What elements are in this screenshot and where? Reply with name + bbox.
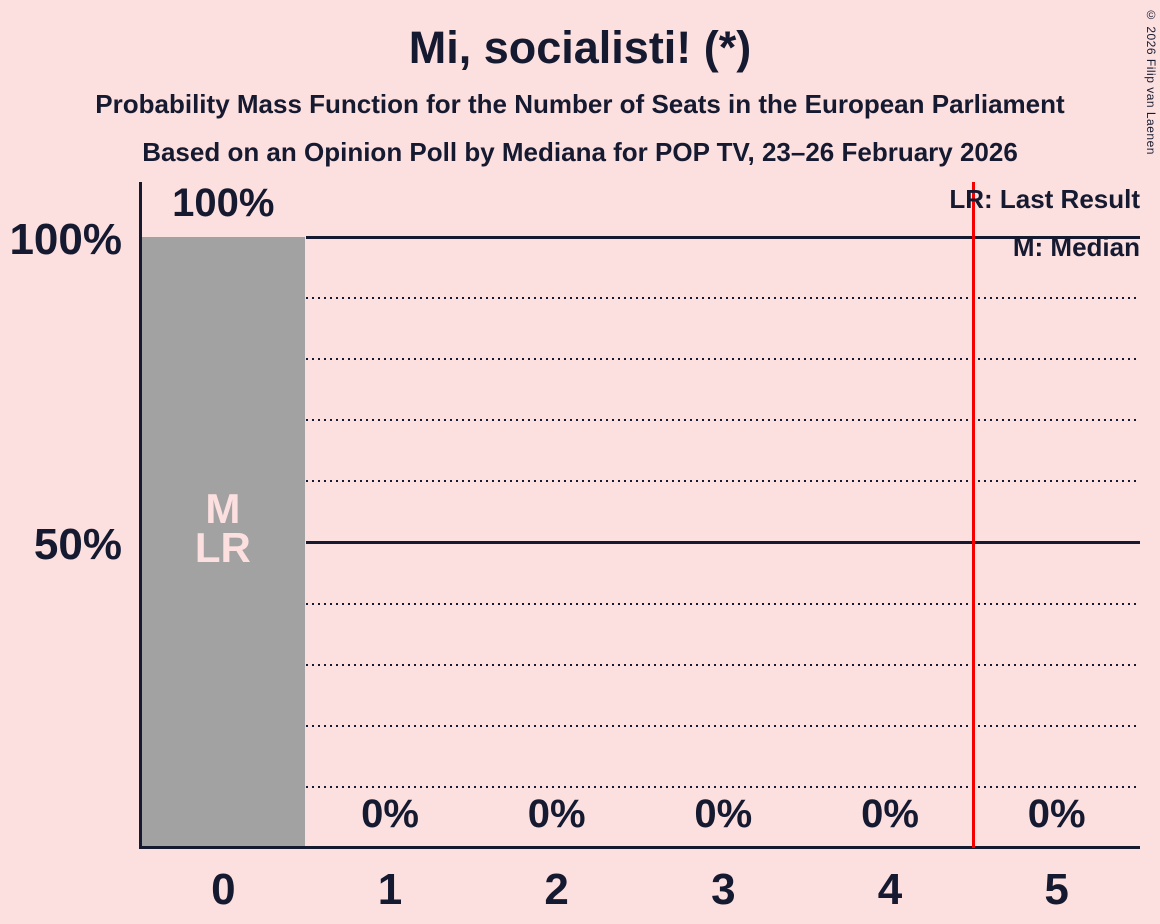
bar-value-label-0: 100% [172, 181, 275, 225]
gridline-dotted-30 [306, 664, 1140, 666]
gridline-solid-100 [306, 236, 1140, 239]
chart-subtitle: Probability Mass Function for the Number… [95, 89, 1065, 119]
gridline-dotted-10 [306, 786, 1140, 788]
last-result-threshold-line [971, 182, 975, 848]
bar-seats-0 [141, 237, 305, 848]
copyright-notice: © 2026 Filip van Laenen [1144, 8, 1158, 155]
bar-value-label-3: 0% [694, 792, 753, 836]
bar-value-label-1: 0% [361, 792, 419, 836]
bar-value-label-5: 0% [1027, 792, 1086, 836]
gridline-solid-50 [306, 541, 1140, 544]
page-title: Mi, socialisti! (*) [408, 22, 752, 73]
gridline-dotted-40 [306, 603, 1140, 605]
y-axis-label-100: 100% [9, 215, 122, 264]
x-axis-label-5: 5 [1044, 865, 1069, 914]
median-last-result-annotation: M LR [194, 485, 251, 571]
x-axis-label-2: 2 [544, 865, 569, 914]
y-axis-label-50: 50% [33, 520, 122, 569]
gridline-dotted-70 [306, 419, 1140, 421]
gridline-dotted-80 [306, 358, 1140, 360]
x-axis-line [139, 846, 1140, 849]
x-axis-label-0: 0 [211, 865, 236, 914]
bar-value-label-4: 0% [861, 792, 919, 836]
x-axis-label-1: 1 [377, 865, 403, 914]
x-axis-label-3: 3 [711, 865, 736, 914]
plot-area: 100% M LR 0% 0% 0% 0% 0% [139, 181, 1140, 849]
legend-last-result: LR: Last Result [949, 184, 1140, 214]
y-axis-line [139, 182, 142, 848]
gridline-dotted-90 [306, 297, 1140, 299]
x-axis-label-4: 4 [877, 865, 903, 914]
bar-value-label-2: 0% [527, 792, 586, 836]
legend-median: M: Median [1012, 232, 1140, 262]
poll-details: Based on an Opinion Poll by Mediana for … [142, 137, 1018, 167]
gridline-dotted-60 [306, 480, 1140, 482]
gridline-dotted-20 [306, 725, 1140, 727]
